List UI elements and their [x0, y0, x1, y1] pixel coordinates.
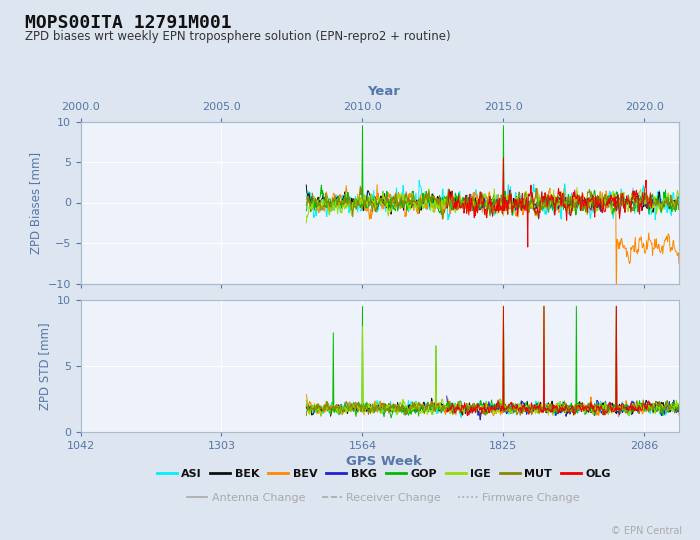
Text: MOPS00ITA 12791M001: MOPS00ITA 12791M001 [25, 14, 231, 31]
Text: Year: Year [368, 85, 400, 98]
Y-axis label: ZPD STD [mm]: ZPD STD [mm] [38, 322, 51, 410]
Text: ZPD biases wrt weekly EPN troposphere solution (EPN-repro2 + routine): ZPD biases wrt weekly EPN troposphere so… [25, 30, 450, 43]
Text: © EPN Central: © EPN Central [611, 525, 682, 536]
Y-axis label: ZPD Biases [mm]: ZPD Biases [mm] [29, 151, 42, 254]
Legend: Antenna Change, Receiver Change, Firmware Change: Antenna Change, Receiver Change, Firmwar… [183, 489, 584, 508]
Legend: ASI, BEK, BEV, BKG, GOP, IGE, MUT, OLG: ASI, BEK, BEV, BKG, GOP, IGE, MUT, OLG [152, 464, 615, 483]
Text: GPS Week: GPS Week [346, 455, 421, 468]
